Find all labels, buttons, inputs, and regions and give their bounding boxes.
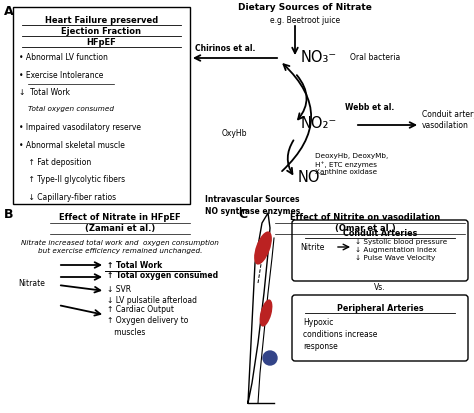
Text: Chirinos et al.: Chirinos et al. [195, 44, 255, 53]
Text: NO₃⁻: NO₃⁻ [301, 50, 337, 66]
FancyBboxPatch shape [292, 220, 468, 281]
Text: Effect of Nitrite on vasodilation: Effect of Nitrite on vasodilation [290, 213, 440, 222]
Text: Heart Failure preserved: Heart Failure preserved [45, 16, 158, 25]
Text: ↓  Total Work: ↓ Total Work [19, 88, 70, 97]
Text: Nitrate increased total work and  oxygen consumption
but exercise efficiency rem: Nitrate increased total work and oxygen … [21, 240, 219, 254]
Text: NO⁻: NO⁻ [298, 171, 328, 185]
Text: ↑ Total oxygen consumed: ↑ Total oxygen consumed [107, 271, 218, 280]
Text: DeoxyHb, DeoxyMb,
H⁺, ETC enzymes
Xanthine oxidase: DeoxyHb, DeoxyMb, H⁺, ETC enzymes Xanthi… [315, 153, 388, 176]
Text: (Omar et al.): (Omar et al.) [335, 224, 395, 233]
Text: ↓ SVR
↓ LV pulsatile afterload: ↓ SVR ↓ LV pulsatile afterload [107, 285, 197, 306]
Text: Peripheral Arteries: Peripheral Arteries [337, 304, 423, 313]
Text: A: A [4, 5, 14, 18]
Text: Conduit artery
vasodilation: Conduit artery vasodilation [422, 110, 474, 130]
Text: ↓ Systolic blood pressure
↓ Augmentation Index
↓ Pulse Wave Velocity: ↓ Systolic blood pressure ↓ Augmentation… [355, 239, 447, 261]
Text: Vs.: Vs. [374, 283, 386, 292]
Ellipse shape [254, 231, 272, 265]
Text: Webb et al.: Webb et al. [345, 104, 394, 112]
FancyBboxPatch shape [13, 7, 190, 204]
Text: e.g. Beetroot juice: e.g. Beetroot juice [270, 16, 340, 25]
Text: Ejection Fraction: Ejection Fraction [62, 27, 142, 36]
Text: • Impaired vasodilatory reserve: • Impaired vasodilatory reserve [19, 123, 141, 132]
Text: C: C [238, 208, 247, 221]
Circle shape [263, 351, 277, 365]
Text: HFpEF: HFpEF [87, 38, 117, 47]
Text: Nitrate: Nitrate [18, 278, 45, 287]
Text: Oral bacteria: Oral bacteria [350, 54, 400, 62]
Text: B: B [4, 208, 13, 221]
Text: • Exercise Intolerance: • Exercise Intolerance [19, 71, 103, 79]
Text: OxyHb: OxyHb [222, 128, 247, 138]
FancyBboxPatch shape [292, 295, 468, 361]
Text: Intravascular Sources
NO synthase enzymes: Intravascular Sources NO synthase enzyme… [205, 195, 300, 216]
Text: ↑ Fat deposition: ↑ Fat deposition [19, 158, 91, 167]
Text: Dietary Sources of Nitrate: Dietary Sources of Nitrate [238, 3, 372, 12]
Text: NO₂⁻: NO₂⁻ [301, 116, 337, 131]
Text: ↓ Capillary-fiber ratios: ↓ Capillary-fiber ratios [19, 193, 116, 202]
Text: Conduit Arteries: Conduit Arteries [343, 229, 417, 238]
Text: ↑ Cardiac Output
↑ Oxygen delivery to
   muscles: ↑ Cardiac Output ↑ Oxygen delivery to mu… [107, 305, 188, 337]
Text: Effect of Nitrate in HFpEF: Effect of Nitrate in HFpEF [59, 213, 181, 222]
Text: • Abnormal skeletal muscle: • Abnormal skeletal muscle [19, 140, 125, 150]
Text: ↑ Total Work: ↑ Total Work [107, 261, 162, 270]
Ellipse shape [260, 299, 273, 327]
Text: Nitrite: Nitrite [300, 242, 324, 252]
Text: Total oxygen consumed: Total oxygen consumed [19, 105, 114, 112]
Text: • Abnormal LV function: • Abnormal LV function [19, 53, 108, 62]
Text: (Zamani et al.): (Zamani et al.) [85, 224, 155, 233]
Text: ↑ Type-II glycolytic fibers: ↑ Type-II glycolytic fibers [19, 176, 125, 185]
Text: Hypoxic
conditions increase
response: Hypoxic conditions increase response [303, 318, 377, 351]
